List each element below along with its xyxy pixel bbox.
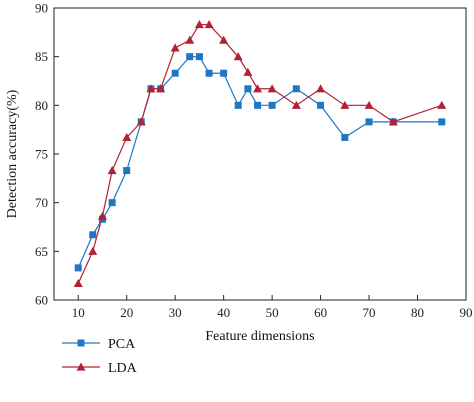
pca-point: [205, 69, 213, 77]
x-tick-label: 80: [411, 305, 424, 320]
pca-point: [438, 118, 446, 126]
pca-point: [292, 85, 300, 93]
lda-point: [194, 20, 204, 29]
lda-point: [316, 84, 326, 93]
pca-point: [365, 118, 373, 126]
pca-point: [317, 101, 325, 109]
lda-point: [267, 84, 277, 93]
legend-marker-lda: [76, 362, 86, 371]
pca-point: [108, 199, 116, 207]
pca-point: [341, 133, 349, 141]
lda-point: [170, 43, 180, 52]
pca-point: [254, 101, 262, 109]
lda-point: [204, 20, 214, 29]
lda-point: [388, 117, 398, 126]
lda-point: [73, 278, 83, 288]
y-tick-label: 70: [35, 195, 48, 210]
pca-point: [195, 53, 203, 61]
pca-point: [171, 69, 179, 77]
series-layer: [73, 20, 447, 288]
x-tick-label: 90: [460, 305, 473, 320]
plot-frame: [53, 7, 467, 301]
legend-marker-pca: [77, 339, 85, 347]
lda-point: [88, 246, 98, 255]
pca-point: [123, 167, 131, 175]
lda-point: [253, 84, 263, 93]
lda-point: [97, 211, 107, 220]
lda-point: [185, 35, 195, 44]
lda-point: [146, 84, 156, 93]
lda-point: [122, 132, 132, 142]
lda-series: [73, 20, 447, 288]
legend-item-lda: LDA: [62, 361, 138, 376]
lda-point: [437, 100, 447, 109]
x-axis-label: Feature dimensions: [205, 329, 314, 344]
lda-point: [219, 35, 229, 44]
x-tick-label: 30: [169, 305, 182, 320]
x-tick-label: 10: [72, 305, 85, 320]
legend-label-pca: PCA: [108, 337, 136, 352]
lda-line: [77, 23, 442, 284]
x-tick-label: 20: [120, 305, 133, 320]
lda-point: [291, 100, 301, 109]
legend: PCA LDA: [62, 337, 138, 376]
pca-point: [89, 231, 97, 239]
y-axis-label: Detection accuracy(%): [5, 89, 20, 218]
y-tick-label: 80: [35, 98, 48, 113]
lda-point: [364, 100, 374, 109]
pca-point: [220, 69, 228, 77]
y-tick-label: 75: [35, 147, 48, 162]
y-tick-label: 85: [35, 49, 48, 64]
x-tick-label: 50: [266, 305, 279, 320]
pca-series: [74, 53, 446, 272]
lda-point: [156, 84, 166, 93]
pca-point: [244, 85, 252, 93]
pca-point: [74, 264, 82, 272]
legend-item-pca: PCA: [62, 337, 136, 352]
lda-point: [107, 166, 117, 175]
pca-point: [268, 101, 276, 109]
y-tick-label: 60: [35, 293, 48, 308]
lda-point: [243, 67, 253, 76]
y-tick-label: 65: [35, 244, 48, 259]
x-tick-label: 40: [217, 305, 230, 320]
x-tick-label: 70: [363, 305, 376, 320]
y-tick-label: 90: [35, 1, 48, 16]
pca-point: [234, 101, 242, 109]
lda-point: [340, 100, 350, 109]
x-tick-label: 60: [314, 305, 327, 320]
pca-point: [186, 53, 194, 61]
legend-label-lda: LDA: [108, 361, 138, 376]
lda-point: [233, 52, 243, 61]
lda-point: [136, 117, 146, 126]
plot-axes: 10 20 30 40 50 60 70 80 90 60 65 70 75 80 85 90: [35, 1, 473, 321]
